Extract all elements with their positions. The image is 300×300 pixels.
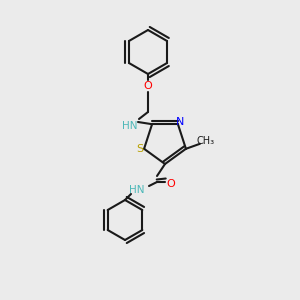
Text: O: O <box>167 179 176 189</box>
Text: O: O <box>144 81 152 91</box>
Text: N: N <box>176 117 184 127</box>
Text: CH₃: CH₃ <box>197 136 215 146</box>
Text: HN: HN <box>122 121 138 131</box>
Text: S: S <box>136 144 144 154</box>
Text: HN: HN <box>129 185 145 195</box>
